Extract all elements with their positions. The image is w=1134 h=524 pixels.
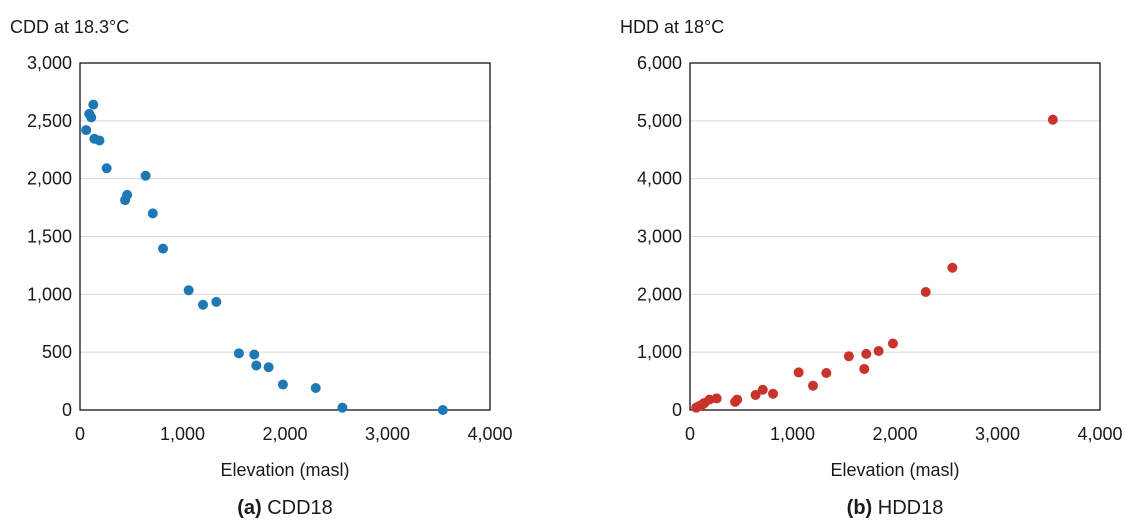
data-point [793, 367, 804, 378]
y-tick-label: 1,000 [637, 342, 682, 362]
y-tick-label: 3,000 [27, 53, 72, 73]
y-tick-label: 5,000 [637, 111, 682, 131]
y-tick-label: 1,000 [27, 284, 72, 304]
y-tick-label: 3,000 [637, 227, 682, 247]
caption-label: (a) [237, 497, 261, 519]
data-point [140, 170, 151, 181]
x-tick-label: 4,000 [467, 424, 512, 444]
data-point [1047, 114, 1058, 125]
x-ticks: 0 1,000 2,000 3,000 4,000 [685, 424, 1123, 444]
x-tick-label: 2,000 [872, 424, 917, 444]
data-point [821, 367, 832, 378]
x-tick-label: 0 [685, 424, 695, 444]
data-point [310, 383, 321, 394]
data-point [122, 189, 133, 200]
x-tick-label: 2,000 [262, 424, 307, 444]
data-point [277, 379, 288, 390]
y-tick-label: 2,000 [27, 169, 72, 189]
y-tick-label: 500 [42, 342, 72, 362]
x-tick-label: 3,000 [365, 424, 410, 444]
panel-a: CDD at 18.3°C 0 500 1,000 1,500 2,000 2,500 3,… [10, 17, 513, 519]
data-point [437, 405, 448, 415]
data-point [861, 348, 872, 359]
data-point [211, 296, 222, 307]
y-tick-label: 2,500 [27, 111, 72, 131]
x-axis-label: Elevation (masl) [220, 460, 349, 480]
data-point [808, 380, 818, 391]
y-tick-label: 1,500 [27, 227, 72, 247]
data-point [101, 163, 112, 174]
x-tick-label: 3,000 [975, 424, 1020, 444]
plot-frame [689, 62, 1101, 411]
data-point [920, 287, 931, 298]
data-point [183, 285, 194, 296]
y-tick-label: 0 [62, 400, 72, 420]
data-point [711, 393, 722, 404]
data-point [768, 388, 779, 399]
data-point [249, 349, 260, 360]
caption-label: (b) [847, 497, 873, 519]
y-ticks: 0 1,000 2,000 3,000 4,000 5,000 6,000 [637, 53, 682, 420]
data-points [691, 114, 1058, 413]
data-point [947, 262, 958, 273]
data-point [750, 389, 761, 400]
y-tick-label: 2,000 [637, 284, 682, 304]
gridlines [80, 120, 490, 353]
x-tick-label: 1,000 [770, 424, 815, 444]
data-point [263, 362, 274, 373]
caption-text: HDD18 [872, 497, 943, 519]
data-point [732, 394, 743, 405]
y-axis-label: CDD at 18.3°C [10, 17, 129, 37]
data-point [147, 208, 158, 219]
caption: (a) CDD18 [237, 497, 333, 519]
gridlines [690, 120, 1100, 353]
y-ticks: 0 500 1,000 1,500 2,000 2,500 3,000 [27, 53, 72, 420]
data-point [158, 243, 169, 254]
caption-text: CDD18 [262, 497, 333, 519]
y-axis-label: HDD at 18°C [620, 17, 724, 37]
x-tick-label: 0 [75, 424, 85, 444]
plot-frame [79, 62, 491, 411]
caption: (b) HDD18 [847, 497, 944, 519]
panel-b: HDD at 18°C 0 1,000 2,000 3,000 4,000 5,000 6,… [620, 17, 1123, 519]
y-tick-label: 6,000 [637, 53, 682, 73]
data-point [81, 125, 92, 136]
x-axis-label: Elevation (masl) [830, 460, 959, 480]
data-point [859, 363, 870, 374]
data-point [843, 351, 854, 362]
data-point [757, 384, 768, 395]
data-point [337, 402, 348, 413]
data-point [233, 348, 244, 359]
x-tick-label: 1,000 [160, 424, 205, 444]
data-point [251, 360, 262, 371]
data-point [198, 299, 208, 310]
data-point [873, 346, 884, 357]
data-points [81, 99, 448, 415]
x-tick-label: 4,000 [1077, 424, 1122, 444]
data-point [86, 112, 97, 123]
y-tick-label: 4,000 [637, 169, 682, 189]
y-tick-label: 0 [672, 400, 682, 420]
data-point [94, 135, 105, 146]
data-point [88, 99, 99, 110]
x-ticks: 0 1,000 2,000 3,000 4,000 [75, 424, 513, 444]
data-point [887, 338, 898, 349]
